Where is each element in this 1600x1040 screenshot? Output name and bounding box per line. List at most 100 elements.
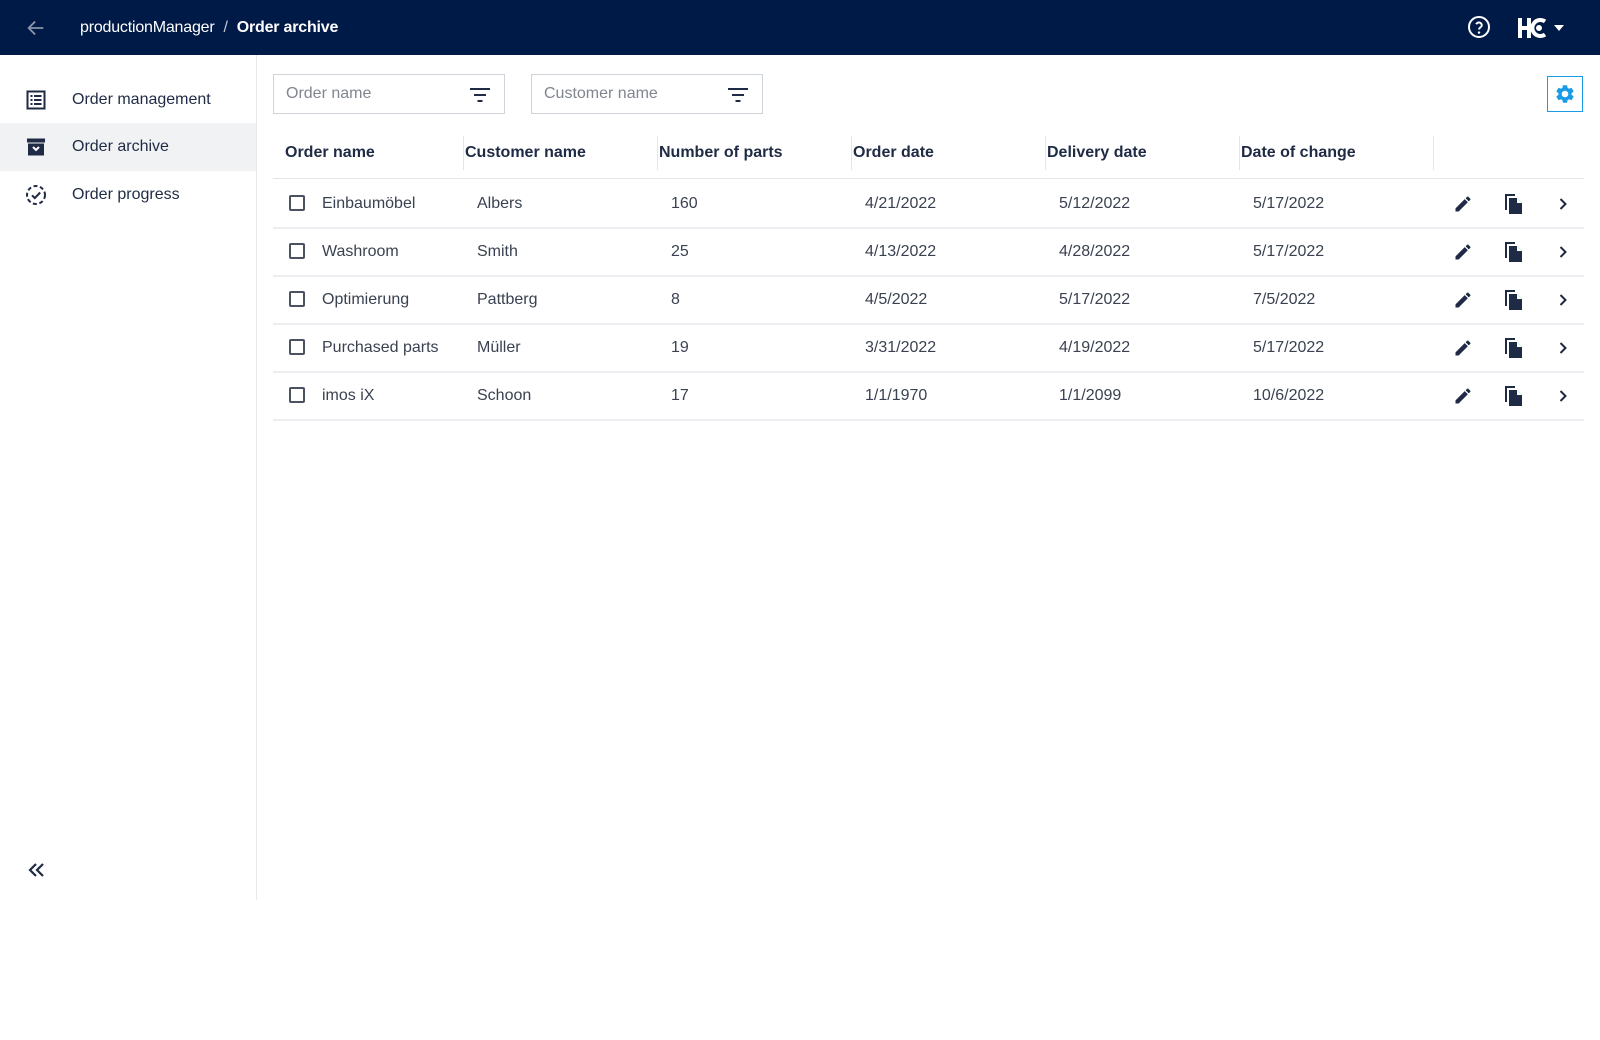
column-header-delivery-date[interactable]: Delivery date: [1047, 144, 1147, 161]
sidebar-item-order-management[interactable]: Order management: [0, 76, 256, 124]
cell-date-of-change: 7/5/2022: [1253, 291, 1316, 308]
edit-button[interactable]: [1451, 288, 1475, 312]
cell-delivery-date: 5/12/2022: [1059, 195, 1131, 212]
cell-order-date: 1/1/1970: [865, 387, 928, 404]
page-title: Order archive: [236, 18, 339, 36]
customer-name-filter: [531, 74, 763, 114]
list-icon: [25, 89, 47, 111]
collapse-sidebar-button[interactable]: [22, 855, 52, 885]
cell-delivery-date: 1/1/2099: [1059, 387, 1122, 404]
chevron-right-icon: [1559, 390, 1567, 402]
open-details-button[interactable]: [1551, 192, 1575, 216]
sidebar-item-label: Order archive: [72, 138, 169, 155]
table-row: Optimierung Pattberg 8 4/5/2022 5/17/202…: [273, 277, 1584, 325]
column-divider: [851, 136, 852, 170]
pencil-icon: [1455, 388, 1471, 404]
back-button[interactable]: [22, 14, 50, 42]
filter-icon[interactable]: [470, 85, 490, 105]
column-header-date-of-change[interactable]: Date of change: [1241, 144, 1356, 161]
help-button[interactable]: [1466, 14, 1492, 40]
edit-button[interactable]: [1451, 192, 1475, 216]
open-details-button[interactable]: [1551, 336, 1575, 360]
column-header-order-name[interactable]: Order name: [285, 144, 375, 161]
sidebar-item-order-progress[interactable]: Order progress: [0, 171, 256, 219]
archive-icon: [25, 136, 47, 158]
cell-customer-name: Schoon: [477, 387, 532, 404]
row-checkbox[interactable]: [289, 291, 305, 307]
row-checkbox[interactable]: [289, 387, 305, 403]
chevron-right-icon: [1559, 294, 1567, 306]
order-name-filter: [273, 74, 505, 114]
cell-date-of-change: 5/17/2022: [1253, 195, 1325, 212]
cell-customer-name: Pattberg: [477, 291, 538, 308]
cell-order-name: Optimierung: [322, 291, 410, 308]
pencil-icon: [1455, 340, 1471, 356]
copy-icon: [1505, 386, 1522, 406]
row-checkbox[interactable]: [289, 243, 305, 259]
cell-date-of-change: 10/6/2022: [1253, 387, 1325, 404]
pencil-icon: [1455, 244, 1471, 260]
column-header-order-date[interactable]: Order date: [853, 144, 934, 161]
sidebar-item-label: Order management: [72, 91, 211, 108]
hc-logo-icon: [1518, 18, 1547, 38]
edit-button[interactable]: [1451, 384, 1475, 408]
help-circle-icon: [1468, 16, 1490, 38]
cell-order-date: 4/5/2022: [865, 291, 928, 308]
cell-order-name: Purchased parts: [322, 339, 439, 356]
account-menu-button[interactable]: [1518, 14, 1565, 42]
column-header-number-of-parts[interactable]: Number of parts: [659, 144, 783, 161]
cell-number-of-parts: 17: [671, 387, 689, 404]
row-checkbox[interactable]: [289, 339, 305, 355]
column-divider: [463, 136, 464, 170]
breadcrumb-app-link[interactable]: productionManager: [80, 18, 215, 36]
table-settings-button[interactable]: [1547, 76, 1583, 112]
pencil-icon: [1455, 196, 1471, 212]
column-divider: [657, 136, 658, 170]
column-header-customer-name[interactable]: Customer name: [465, 144, 586, 161]
cell-delivery-date: 5/17/2022: [1059, 291, 1131, 308]
cell-number-of-parts: 25: [671, 243, 689, 260]
copy-button[interactable]: [1502, 336, 1526, 360]
table-row: imos iX Schoon 17 1/1/1970 1/1/2099 10/6…: [273, 373, 1584, 421]
top-bar: productionManager / Order archive: [0, 0, 1600, 55]
edit-button[interactable]: [1451, 240, 1475, 264]
double-chevron-left-icon: [28, 863, 44, 877]
table-row: Einbaumöbel Albers 160 4/21/2022 5/12/20…: [273, 181, 1584, 229]
sidebar-item-order-archive[interactable]: Order archive: [0, 123, 256, 171]
column-divider: [1433, 136, 1434, 170]
cell-customer-name: Müller: [477, 339, 521, 356]
cell-order-name: imos iX: [322, 387, 375, 404]
cell-number-of-parts: 160: [671, 195, 698, 212]
gear-icon: [1556, 85, 1574, 103]
filter-icon[interactable]: [728, 85, 748, 105]
sidebar: Order management Order archive Order pro…: [0, 55, 257, 900]
customer-name-filter-input[interactable]: [532, 84, 716, 104]
open-details-button[interactable]: [1551, 240, 1575, 264]
cell-date-of-change: 5/17/2022: [1253, 243, 1325, 260]
cell-order-name: Washroom: [322, 243, 399, 260]
edit-button[interactable]: [1451, 336, 1475, 360]
orders-table: Order name Customer name Number of parts…: [273, 128, 1584, 421]
chevron-right-icon: [1559, 246, 1567, 258]
copy-button[interactable]: [1502, 192, 1526, 216]
cell-order-name: Einbaumöbel: [322, 195, 416, 212]
cell-delivery-date: 4/19/2022: [1059, 339, 1131, 356]
order-name-filter-input[interactable]: [274, 84, 458, 104]
open-details-button[interactable]: [1551, 288, 1575, 312]
chevron-right-icon: [1559, 342, 1567, 354]
copy-button[interactable]: [1502, 384, 1526, 408]
sidebar-item-label: Order progress: [72, 186, 180, 203]
table-row: Purchased parts Müller 19 3/31/2022 4/19…: [273, 325, 1584, 373]
row-checkbox[interactable]: [289, 195, 305, 211]
copy-button[interactable]: [1502, 288, 1526, 312]
copy-button[interactable]: [1502, 240, 1526, 264]
breadcrumb: productionManager / Order archive: [80, 0, 338, 55]
progress-circle-icon: [25, 184, 47, 206]
copy-icon: [1505, 290, 1522, 310]
cell-customer-name: Albers: [477, 195, 523, 212]
cell-date-of-change: 5/17/2022: [1253, 339, 1325, 356]
arrow-left-icon: [27, 20, 44, 36]
open-details-button[interactable]: [1551, 384, 1575, 408]
cell-number-of-parts: 19: [671, 339, 689, 356]
table-header: Order name Customer name Number of parts…: [273, 128, 1584, 179]
